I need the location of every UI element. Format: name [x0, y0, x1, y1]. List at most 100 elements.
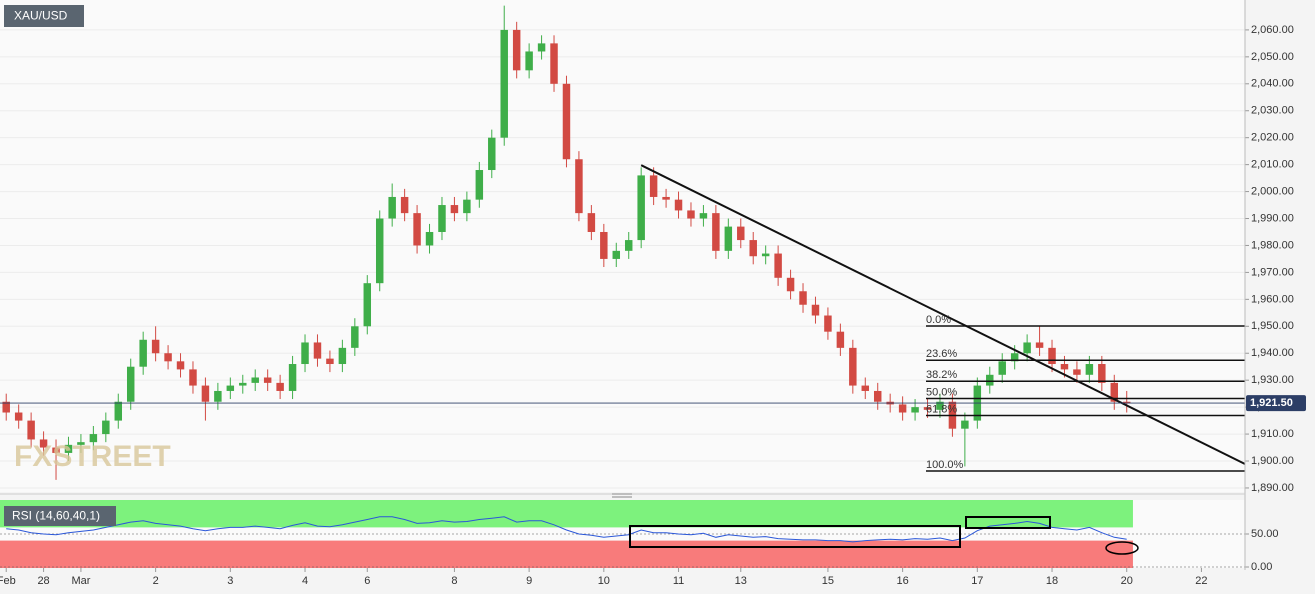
fib-label: 61.8%	[926, 403, 957, 415]
candle-body	[1122, 401, 1131, 404]
candle-body	[961, 420, 969, 429]
candle-body	[1085, 364, 1094, 375]
annotation-box	[965, 516, 1051, 529]
candle-body	[861, 385, 870, 391]
candle-body	[898, 404, 907, 413]
candle-body	[351, 326, 359, 348]
candle-body	[164, 353, 172, 362]
price-pane	[0, 0, 1245, 492]
fib-label: 50.0%	[926, 386, 957, 398]
candle-body	[102, 420, 110, 435]
candle-body	[1010, 353, 1019, 362]
candle-body	[749, 240, 757, 257]
candle-body	[14, 412, 23, 421]
x-tick-label: Feb	[0, 575, 16, 587]
candle-body	[1073, 369, 1081, 375]
y-tick-label: 1,970.00	[1251, 266, 1294, 278]
candle-body	[612, 250, 621, 259]
chart-title: XAU/USD	[14, 9, 68, 23]
y-tick-label: 1,910.00	[1251, 428, 1294, 440]
lower-band	[0, 540, 1133, 568]
candle-body	[836, 331, 845, 348]
candle-body	[737, 226, 745, 241]
y-tick-label: 2,060.00	[1251, 24, 1294, 36]
candle-body	[151, 339, 160, 354]
candle-body	[849, 347, 857, 386]
y-tick-label: 1,940.00	[1251, 347, 1294, 359]
candle-body	[363, 283, 372, 327]
candle-body	[89, 434, 98, 443]
candle-body	[239, 382, 247, 386]
candle-body	[126, 366, 135, 402]
y-tick-label: 2,050.00	[1251, 51, 1294, 63]
x-tick-label: 16	[897, 575, 909, 587]
candle-body	[662, 196, 670, 200]
candle-body	[811, 304, 820, 316]
candle-body	[724, 226, 733, 251]
candle-body	[64, 444, 73, 453]
y-tick-label: 1,990.00	[1251, 212, 1294, 224]
candle-body	[27, 420, 35, 440]
last-price-label: 1,921.50	[1250, 397, 1293, 409]
y-tick-label: 1,980.00	[1251, 239, 1294, 251]
candle-body	[326, 358, 334, 365]
candle-body	[375, 218, 384, 284]
y-tick-label: 2,020.00	[1251, 132, 1294, 144]
candle-body	[313, 342, 322, 359]
candle-body	[139, 339, 147, 367]
rsi-line	[6, 516, 1127, 543]
candle-body	[512, 29, 521, 71]
candle-body	[413, 213, 421, 246]
candle-body	[189, 369, 197, 386]
x-tick-label: 15	[822, 575, 834, 587]
x-tick-label: 18	[1046, 575, 1058, 587]
candle-body	[624, 240, 633, 251]
divider-handle[interactable]	[612, 493, 632, 498]
rsi-badge	[4, 506, 116, 526]
candle-body	[712, 213, 720, 251]
last-price-badge	[1246, 395, 1306, 412]
watermark: FXSTREET	[14, 440, 171, 473]
candle-body	[911, 407, 919, 413]
annotation-box	[629, 525, 961, 548]
candle-body	[1023, 342, 1031, 354]
y-tick-label: 1,950.00	[1251, 320, 1294, 332]
candle-body	[761, 253, 770, 257]
x-tick-label: 3	[227, 575, 233, 587]
rsi-title: RSI (14,60,40,1)	[12, 509, 100, 523]
candle-body	[288, 364, 297, 391]
candle-body	[214, 390, 222, 402]
candle-body	[475, 170, 484, 200]
candle-body	[525, 51, 533, 71]
candle-body	[674, 199, 683, 211]
candle-body	[649, 175, 658, 197]
annotation-ellipse	[1105, 541, 1139, 555]
x-tick-label: 2	[153, 575, 159, 587]
candle-body	[500, 29, 508, 138]
candle-body	[799, 291, 807, 305]
upper-band	[0, 500, 1133, 528]
y-tick-label: 0.00	[1251, 561, 1272, 573]
candle-body	[1060, 364, 1069, 370]
x-tick-label: 10	[598, 575, 610, 587]
candle-body	[550, 43, 558, 84]
x-tick-label: 17	[971, 575, 983, 587]
x-tick-label: 8	[451, 575, 457, 587]
x-tick-label: 11	[673, 575, 684, 587]
candle-body	[1110, 382, 1119, 402]
fib-label: 100.0%	[926, 459, 964, 471]
y-tick-label: 1,900.00	[1251, 455, 1294, 467]
candle-body	[251, 377, 259, 383]
candle-body	[488, 137, 496, 171]
candle-body	[537, 43, 546, 52]
x-tick-label: 22	[1195, 575, 1207, 587]
candle-body	[936, 401, 944, 410]
candle-body	[600, 231, 608, 259]
candle-body	[201, 385, 210, 402]
x-tick-label: 6	[364, 575, 370, 587]
candle-body	[77, 442, 85, 445]
candle-body	[39, 439, 48, 448]
candle-body	[986, 374, 994, 386]
candle-body	[400, 196, 409, 214]
